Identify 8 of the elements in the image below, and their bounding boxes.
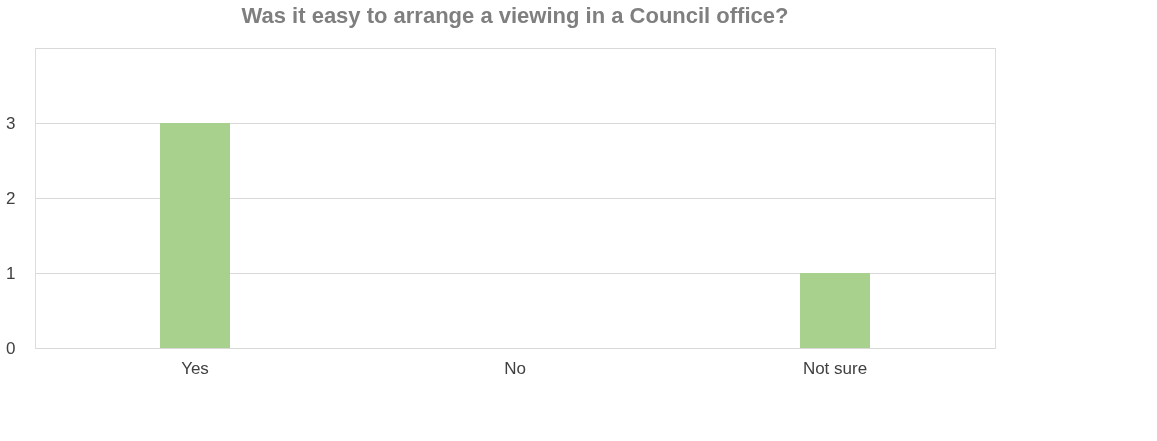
y-tick-label: 3 xyxy=(6,113,16,133)
y-tick-label: 1 xyxy=(6,263,16,283)
y-tick-label: 2 xyxy=(6,188,16,208)
x-tick-label: Yes xyxy=(181,358,209,378)
chart-title: Was it easy to arrange a viewing in a Council office? xyxy=(241,3,789,28)
x-tick-label: Not sure xyxy=(802,358,868,378)
y-tick-label: 0 xyxy=(6,338,16,358)
x-tick-label: No xyxy=(504,358,526,378)
